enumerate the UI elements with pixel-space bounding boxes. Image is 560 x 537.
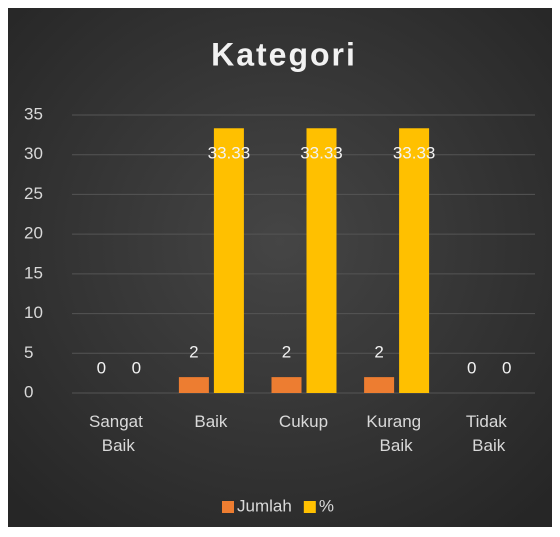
x-tick-label-line: Sangat <box>89 412 148 431</box>
legend-label: Jumlah <box>237 496 292 515</box>
chart-title: Kategori <box>211 36 357 72</box>
data-label: 0 <box>132 358 141 377</box>
bar <box>271 377 302 393</box>
legend-swatch <box>303 501 316 513</box>
y-tick-label: 10 <box>24 303 43 322</box>
y-tick-label: 35 <box>24 104 43 123</box>
y-tick-label: 20 <box>24 224 43 243</box>
x-tick-label-line: Baik <box>380 436 414 455</box>
legend-swatch <box>222 501 234 513</box>
bar <box>399 128 430 393</box>
legend-label: % <box>319 496 334 515</box>
data-label: 33.33 <box>208 144 251 163</box>
chart-background <box>8 8 552 527</box>
data-label: 2 <box>189 343 198 362</box>
data-label: 33.33 <box>300 144 343 163</box>
data-label: 2 <box>374 343 383 362</box>
y-tick-label: 0 <box>24 382 33 401</box>
y-tick-label: 25 <box>24 184 43 203</box>
bar <box>306 128 337 393</box>
data-label: 0 <box>97 358 106 377</box>
y-tick-label: 5 <box>24 343 33 362</box>
x-tick-label: Sangat Baik <box>89 412 148 455</box>
data-label: 0 <box>467 358 476 377</box>
x-tick-label: Tidak Baik <box>466 412 512 455</box>
x-tick-label-line: Tidak <box>466 412 512 431</box>
x-tick-label-line: Baik <box>194 412 228 431</box>
data-label: 33.33 <box>393 144 436 163</box>
x-tick-label-line: Cukup <box>279 412 328 431</box>
bar <box>178 377 209 393</box>
x-tick-label: Baik <box>194 412 228 431</box>
bar <box>364 377 395 393</box>
bar <box>213 128 244 393</box>
x-tick-label: Cukup <box>279 412 328 431</box>
y-tick-label: 30 <box>24 144 43 163</box>
data-label: 0 <box>502 358 511 377</box>
x-tick-label: Kurang Baik <box>366 412 426 455</box>
x-tick-label-line: Baik <box>472 436 506 455</box>
x-tick-label-line: Baik <box>102 436 136 455</box>
y-tick-label: 15 <box>24 263 43 282</box>
x-tick-label-line: Kurang <box>366 412 426 431</box>
data-label: 2 <box>282 343 291 362</box>
